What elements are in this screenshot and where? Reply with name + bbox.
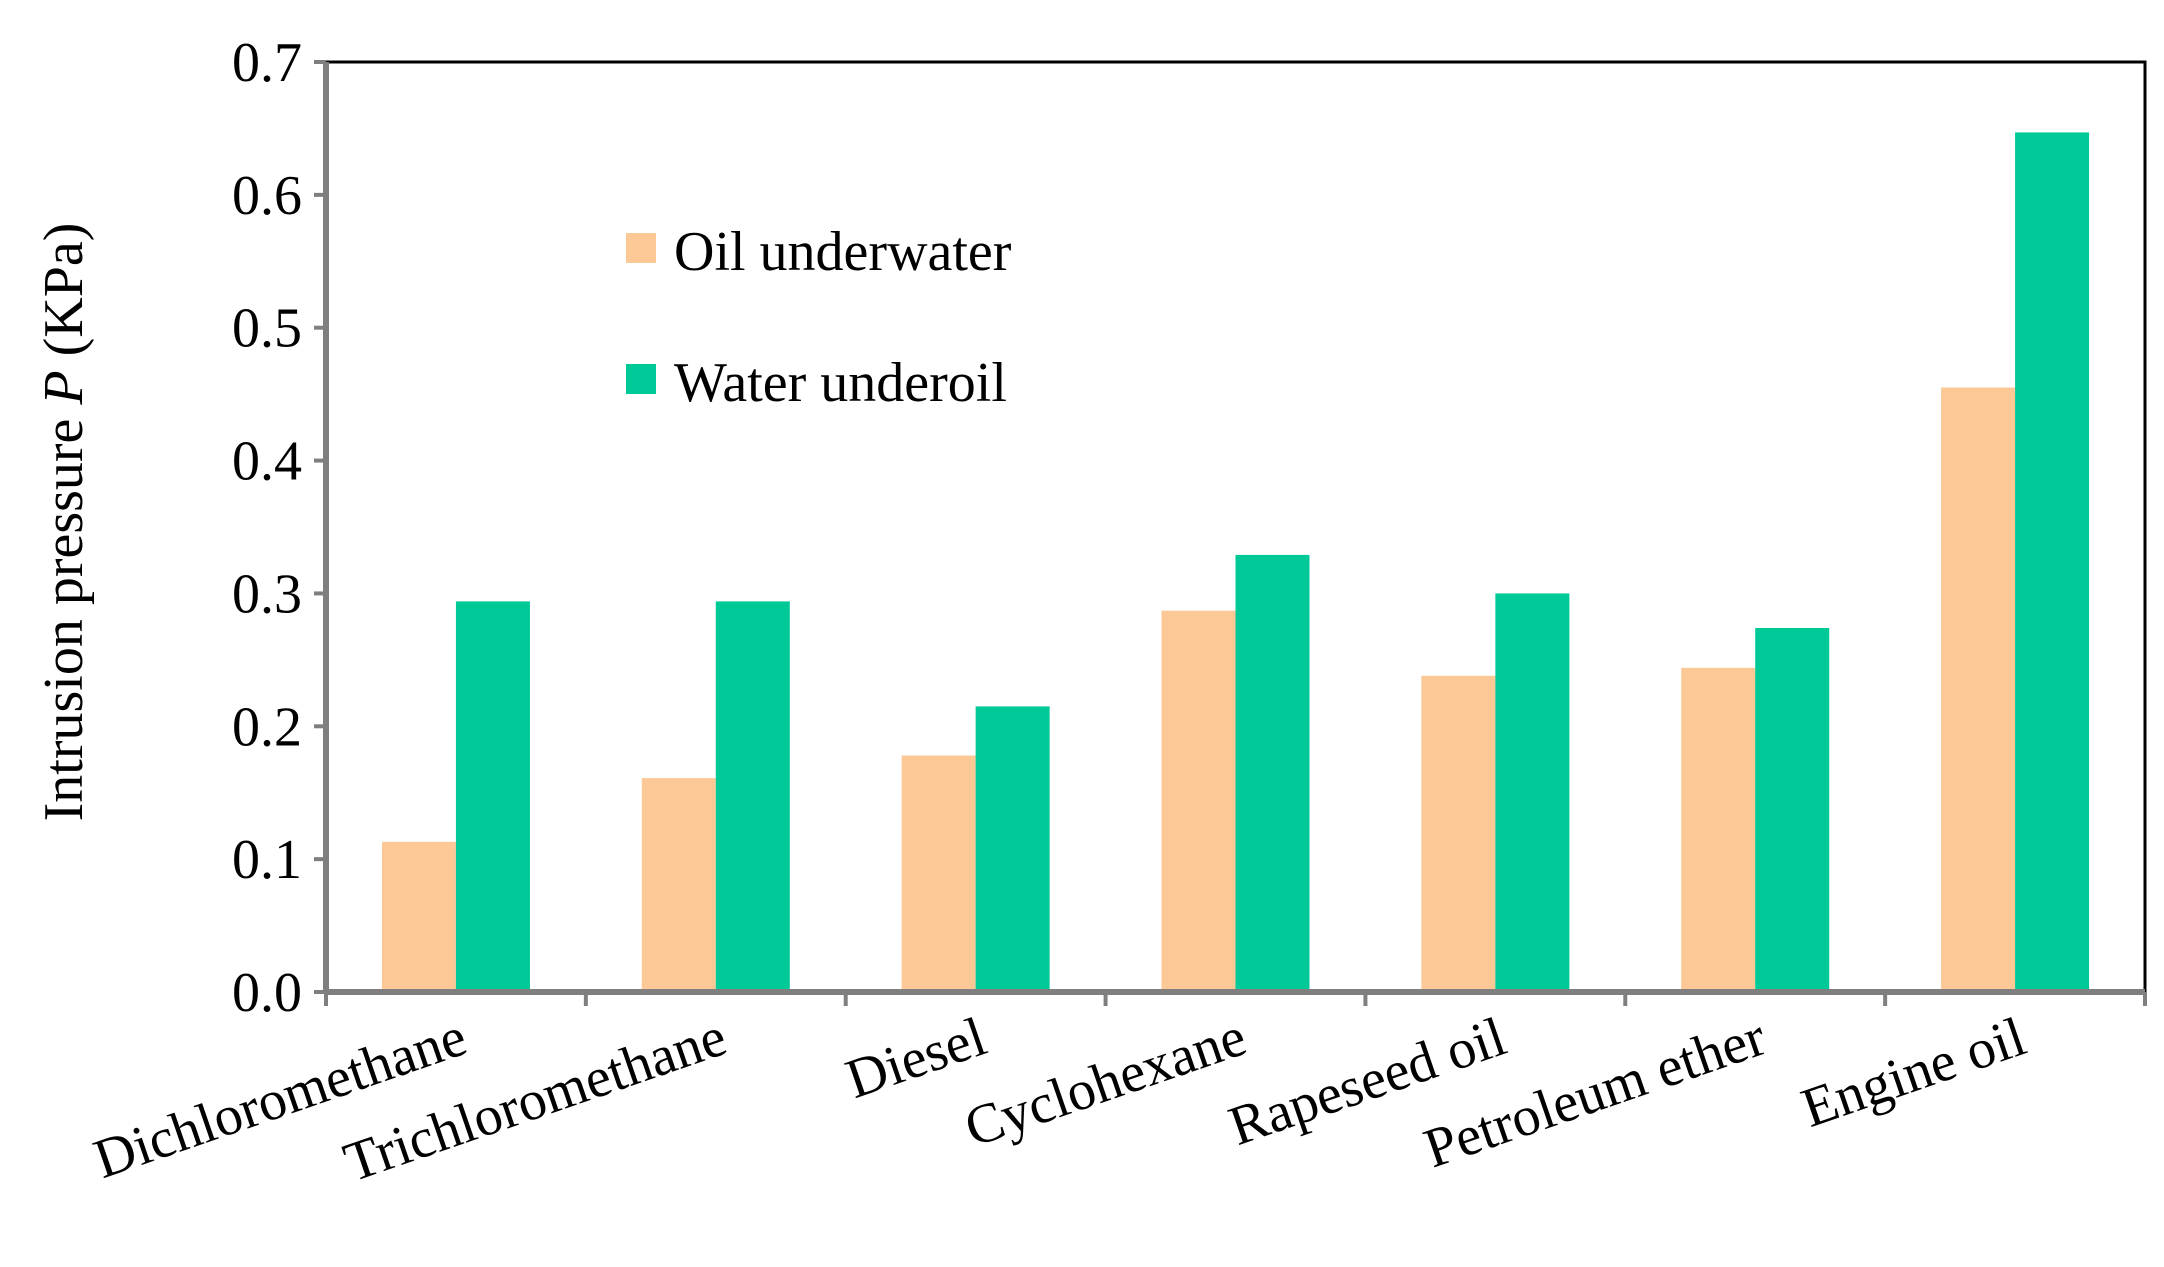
y-axis-title-symbol: P bbox=[33, 370, 95, 405]
y-tick-label: 0.0 bbox=[232, 962, 302, 1024]
bar-water-underoil-petroleum-ether bbox=[1755, 627, 1830, 992]
y-tick-label: 0.6 bbox=[232, 165, 302, 227]
category-label-diesel: Diesel bbox=[838, 1006, 993, 1111]
y-axis-title-unit: (KPa) bbox=[33, 223, 95, 357]
legend-label-water-underoil: Water underoil bbox=[674, 352, 1007, 414]
legend: Oil underwater Water underoil bbox=[626, 221, 1012, 414]
legend-swatch-oil-underwater bbox=[626, 233, 656, 263]
bar-oil-underwater-engine-oil bbox=[1941, 387, 2016, 992]
y-tick-label: 0.3 bbox=[232, 563, 302, 625]
bar-water-underoil-cyclohexane bbox=[1235, 554, 1310, 992]
bar-water-underoil-diesel bbox=[975, 706, 1050, 992]
y-tick-label: 0.1 bbox=[232, 829, 302, 891]
legend-swatch-water-underoil bbox=[626, 364, 656, 394]
axes-group bbox=[314, 60, 2147, 1006]
bar-oil-underwater-rapeseed-oil bbox=[1421, 675, 1496, 992]
bar-water-underoil-engine-oil bbox=[2015, 132, 2090, 992]
category-label-engine-oil: Engine oil bbox=[1794, 1006, 2033, 1140]
bar-water-underoil-trichloromethane bbox=[715, 601, 790, 992]
category-label-cyclohexane: Cyclohexane bbox=[957, 1006, 1254, 1160]
bar-oil-underwater-diesel bbox=[901, 755, 976, 992]
y-axis-title-text: Intrusion pressure bbox=[33, 419, 95, 822]
bar-water-underoil-dichloromethane bbox=[455, 601, 530, 992]
legend-label-oil-underwater: Oil underwater bbox=[674, 221, 1012, 283]
y-axis-title: Intrusion pressure P (KPa) bbox=[33, 223, 95, 822]
bar-oil-underwater-dichloromethane bbox=[381, 841, 456, 992]
bar-water-underoil-rapeseed-oil bbox=[1495, 593, 1570, 992]
bar-oil-underwater-trichloromethane bbox=[641, 778, 716, 992]
y-tick-label: 0.7 bbox=[232, 32, 302, 94]
y-tick-label: 0.4 bbox=[232, 431, 302, 493]
bar-oil-underwater-cyclohexane bbox=[1161, 610, 1236, 992]
bar-oil-underwater-petroleum-ether bbox=[1681, 667, 1756, 992]
y-tick-labels: 0.0 0.1 0.2 0.3 0.4 0.5 0.6 0.7 bbox=[232, 32, 302, 1024]
y-tick-label: 0.5 bbox=[232, 298, 302, 360]
bars-group bbox=[381, 132, 2090, 992]
y-tick-label: 0.2 bbox=[232, 696, 302, 758]
